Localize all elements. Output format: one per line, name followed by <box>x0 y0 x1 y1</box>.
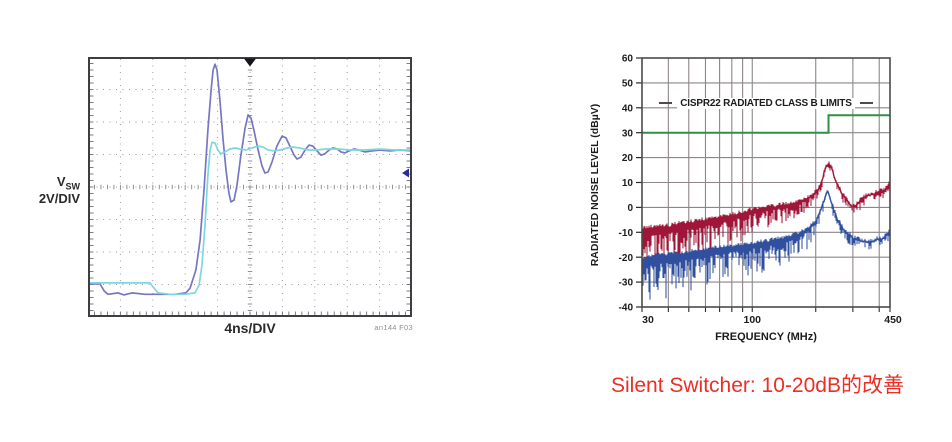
y-tick-label: 60 <box>622 54 634 65</box>
trace-silent-switcher-clean-edge <box>88 141 412 296</box>
x-tick-label: 450 <box>884 314 902 326</box>
y-tick-label: 50 <box>622 79 634 90</box>
trace-conventional-switch-node-ringing <box>88 63 412 296</box>
scope-graticule <box>89 59 411 316</box>
limit-line-cispr22-class-b-limit <box>642 114 890 134</box>
volts-per-div-label: 2V/DIV <box>38 190 80 206</box>
label-leader-dash-left <box>659 102 673 104</box>
label-leader-dash-right <box>859 102 873 104</box>
timebase-label: 4ns/DIV <box>224 320 276 336</box>
scope-plot <box>88 57 412 317</box>
y-tick-label: 20 <box>622 153 634 164</box>
series-silent-switcher-noise <box>642 190 890 300</box>
cispr-limit-text: CISPR22 RADIATED CLASS B LIMITS <box>677 97 855 109</box>
trace-level-marker-icon <box>402 168 409 178</box>
vsw-signal-name: VSW <box>56 174 81 192</box>
y-tick-label: 0 <box>627 203 633 214</box>
emi-frame <box>641 57 891 308</box>
x-tick-label: 30 <box>642 314 654 326</box>
cispr-limit-label: CISPR22 RADIATED CLASS B LIMITS <box>640 96 892 110</box>
caption-silent-switcher: Silent Switcher: 10-20dB的改善 <box>611 374 904 397</box>
emi-y-axis-title: RADIATED NOISE LEVEL (dBµV) <box>589 103 601 267</box>
scope-frame <box>88 57 412 317</box>
y-tick-label: 10 <box>622 178 634 189</box>
trigger-marker-icon <box>244 58 256 67</box>
y-tick-label: -40 <box>619 303 634 314</box>
y-tick-label: -10 <box>619 228 634 239</box>
y-tick-label: -30 <box>619 278 634 289</box>
y-tick-label: -20 <box>619 253 634 264</box>
y-tick-label: 30 <box>622 128 634 139</box>
emi-x-axis-title: FREQUENCY (MHz) <box>715 331 817 343</box>
y-tick-label: 40 <box>622 103 634 114</box>
vertical-scale-label: VSW 2V/DIV <box>14 174 81 206</box>
figure-reference: an144 F03 <box>374 323 413 332</box>
x-tick-label: 100 <box>743 314 761 326</box>
series-conventional-regulator-noise <box>642 161 890 267</box>
vsw-subscript: SW <box>65 181 81 192</box>
